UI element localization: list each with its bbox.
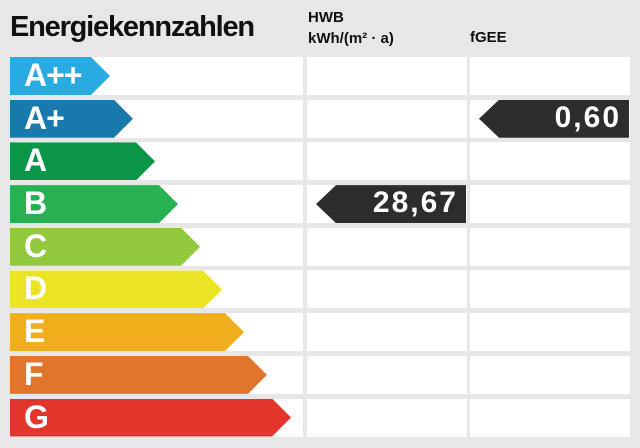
label-header: Energiekennzahlen HWB kWh/(m² · a) fGEE (0, 0, 640, 57)
fgee-value: 0,60 (554, 100, 621, 134)
energy-row: B 28,67 (10, 185, 630, 224)
grade-label: F (24, 355, 43, 392)
grade-arrow: C (10, 228, 200, 266)
grade-cell: D (10, 270, 303, 309)
fgee-cell (470, 57, 630, 95)
page-title: Energiekennzahlen (10, 11, 255, 43)
grade-label: B (24, 185, 47, 222)
energy-scale: A++ A+ 0,60 (10, 57, 630, 437)
hwb-cell: 28,67 (307, 185, 467, 224)
grade-cell: F (10, 355, 303, 394)
grade-cell: C (10, 227, 303, 266)
grade-cell: A++ (10, 57, 303, 95)
energy-row: G (10, 398, 630, 437)
grade-cell: B (10, 185, 303, 224)
fgee-cell (470, 398, 630, 437)
grade-label: D (24, 270, 47, 307)
grade-arrow: G (10, 399, 291, 437)
grade-arrow: A (10, 142, 155, 180)
hwb-cell (307, 57, 467, 95)
grade-arrow: A++ (10, 57, 110, 95)
grade-cell: E (10, 313, 303, 352)
grade-cell: A+ (10, 99, 303, 138)
grade-label: A+ (24, 99, 64, 136)
grade-label: E (24, 313, 45, 350)
fgee-cell (470, 355, 630, 394)
fgee-cell (470, 313, 630, 352)
grade-cell: G (10, 398, 303, 437)
hwb-cell (307, 398, 467, 437)
fgee-value-arrow: 0,60 (479, 99, 629, 138)
grade-label: G (24, 398, 48, 435)
grade-label: A++ (24, 57, 82, 93)
energy-row: E (10, 313, 630, 352)
energy-row: A+ 0,60 (10, 99, 630, 138)
grade-arrow: A+ (10, 100, 133, 138)
hwb-value-arrow: 28,67 (316, 185, 466, 224)
hwb-cell (307, 355, 467, 394)
hwb-cell (307, 270, 467, 309)
hwb-cell (307, 313, 467, 352)
grade-cell: A (10, 142, 303, 181)
hwb-cell (307, 99, 467, 138)
fgee-cell (470, 270, 630, 309)
hwb-label: HWB (308, 9, 344, 26)
hwb-cell (307, 142, 467, 181)
hwb-unit: kWh/(m² · a) (308, 30, 394, 47)
fgee-cell (470, 227, 630, 266)
energy-row: A++ (10, 57, 630, 95)
hwb-value: 28,67 (372, 186, 458, 220)
energy-row: F (10, 355, 630, 394)
grade-arrow: E (10, 313, 244, 351)
grade-label: A (24, 142, 47, 179)
grade-arrow: B (10, 185, 178, 223)
hwb-column-header: HWB kWh/(m² · a) (308, 7, 394, 49)
energy-row: D (10, 270, 630, 309)
fgee-cell (470, 185, 630, 224)
energy-row: C (10, 227, 630, 266)
fgee-cell (470, 142, 630, 181)
grade-label: C (24, 227, 47, 264)
grade-arrow: F (10, 356, 267, 394)
fgee-cell: 0,60 (470, 99, 630, 138)
energy-row: A (10, 142, 630, 181)
fgee-column-header: fGEE (470, 29, 507, 46)
grade-arrow: D (10, 270, 222, 308)
hwb-cell (307, 227, 467, 266)
